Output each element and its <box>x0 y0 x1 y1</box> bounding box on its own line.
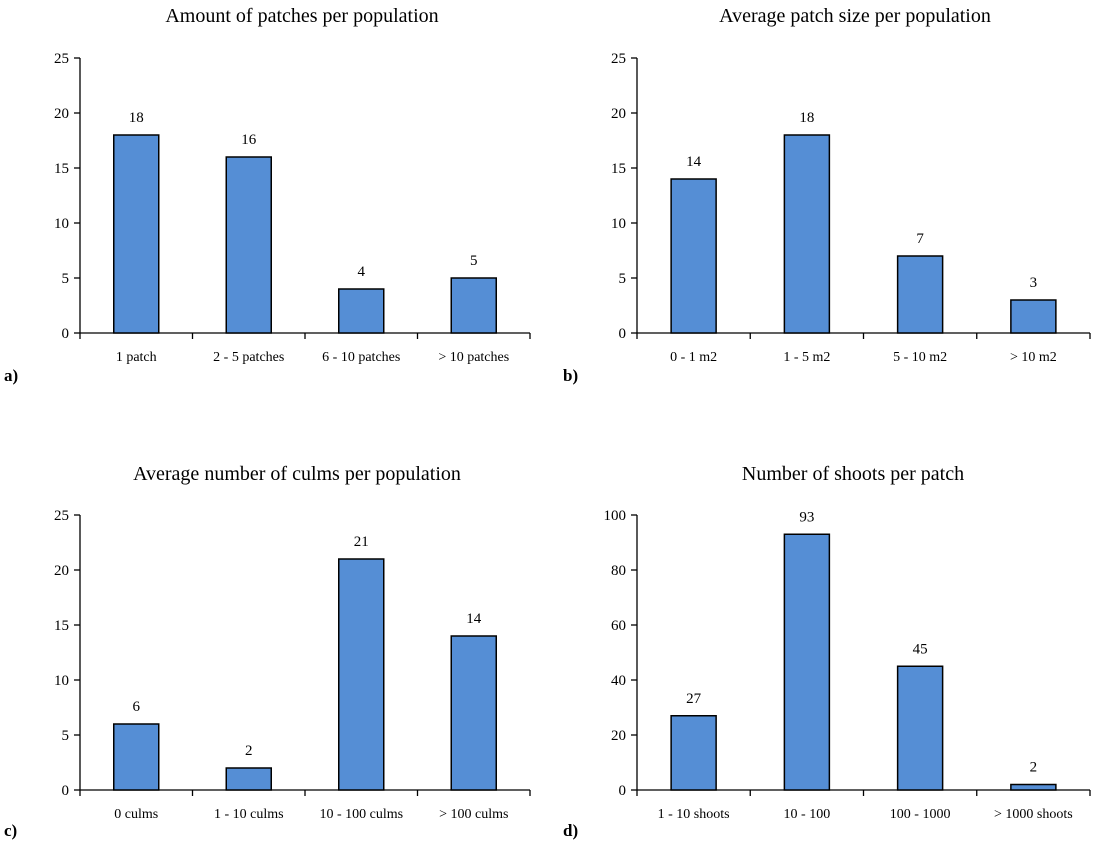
chart-panel-b: Average patch size per population b) 0 5 1… <box>563 5 1091 385</box>
y-tick-label: 0 <box>62 326 70 342</box>
data-label: 14 <box>466 611 482 627</box>
x-category-label: 100 - 1000 <box>890 807 951 822</box>
data-label: 4 <box>358 264 366 280</box>
y-tick-label: 40 <box>611 673 626 689</box>
y-tick-label: 15 <box>54 161 69 177</box>
data-label: 3 <box>1030 275 1038 291</box>
x-category-label: 1 - 5 m2 <box>783 350 830 365</box>
chart-panel-d: Number of shoots per patch d) 0 20 40 60 80 1… <box>563 463 1091 840</box>
bar-1 <box>670 178 717 334</box>
x-category-label: 5 - 10 m2 <box>893 350 947 365</box>
panel-label: c) <box>4 821 17 840</box>
data-label: 6 <box>133 699 141 715</box>
y-tick-label: 80 <box>611 563 626 579</box>
bar-4 <box>1010 299 1057 334</box>
panel-label: d) <box>563 821 578 840</box>
data-label: 16 <box>241 132 257 148</box>
y-tick-label: 20 <box>611 106 626 122</box>
y-tick-label: 15 <box>54 618 69 634</box>
x-category-label: 10 - 100 culms <box>319 807 403 822</box>
y-tick-label: 20 <box>54 563 69 579</box>
chart-title: Number of shoots per patch <box>742 463 964 485</box>
chart-title: Amount of patches per population <box>165 5 438 27</box>
x-category-label: 6 - 10 patches <box>322 350 400 365</box>
data-label: 18 <box>799 110 814 126</box>
bar-2 <box>783 134 831 334</box>
panel-label: a) <box>4 366 18 385</box>
data-label: 45 <box>913 641 928 657</box>
y-tick-label: 10 <box>611 216 626 232</box>
x-category-label: > 10 m2 <box>1010 350 1057 365</box>
y-tick-label: 20 <box>54 106 69 122</box>
bar-1 <box>113 723 160 791</box>
data-label: 27 <box>686 691 702 707</box>
y-tick-label: 0 <box>619 326 627 342</box>
data-label: 2 <box>245 743 253 759</box>
y-tick-label: 5 <box>619 271 627 287</box>
x-category-label: > 1000 shoots <box>994 807 1073 822</box>
y-tick-label: 10 <box>54 673 69 689</box>
plot-area: 0 5 10 15 20 25 14 0 - 1 m2 18 1 - 5 m2 7 5 - 10 m2… <box>611 51 1091 365</box>
y-tick-label: 60 <box>611 618 626 634</box>
x-category-label: 0 - 1 m2 <box>670 350 717 365</box>
data-label: 14 <box>686 154 702 170</box>
bar-3 <box>896 255 944 334</box>
data-label: 5 <box>470 253 478 269</box>
data-label: 18 <box>129 110 144 126</box>
x-category-label: > 100 culms <box>439 807 508 822</box>
x-category-label: 2 - 5 patches <box>213 350 284 365</box>
chart-title: Average patch size per population <box>719 5 991 27</box>
plot-area: 0 5 10 15 20 25 6 0 culms 2 1 - 10 culms 21 10 - 10… <box>54 508 531 822</box>
bar-1 <box>670 715 717 791</box>
x-category-label: 0 culms <box>114 807 158 822</box>
x-category-label: 10 - 100 <box>784 807 831 822</box>
y-tick-label: 20 <box>611 728 626 744</box>
chart-panel-a: Amount of patches per population a) 0 5 10… <box>4 5 531 385</box>
chart-title: Average number of culms per population <box>133 463 461 485</box>
data-label: 21 <box>354 534 369 550</box>
x-category-label: 1 patch <box>116 350 157 365</box>
data-label: 7 <box>916 231 924 247</box>
bar-1 <box>113 134 160 334</box>
bar-2 <box>783 533 831 791</box>
y-tick-label: 100 <box>604 508 627 524</box>
plot-area: 0 5 10 15 20 25 18 1 patch 16 2 - 5 patches 4 6 - 1… <box>54 51 531 365</box>
bar-4 <box>450 635 497 791</box>
bar-2 <box>225 767 272 791</box>
bar-3 <box>338 558 385 791</box>
bar-4 <box>1010 783 1057 791</box>
bar-4 <box>450 277 497 334</box>
x-category-label: > 10 patches <box>438 350 509 365</box>
data-label: 93 <box>799 509 814 525</box>
bar-3 <box>338 288 385 334</box>
y-tick-label: 25 <box>54 51 69 67</box>
y-tick-label: 5 <box>62 271 70 287</box>
y-tick-label: 25 <box>611 51 626 67</box>
plot-area: 0 20 40 60 80 100 27 1 - 10 shoots 93 10 - 100 45 1… <box>604 508 1091 822</box>
x-category-label: 1 - 10 shoots <box>658 807 730 822</box>
x-category-label: 1 - 10 culms <box>214 807 284 822</box>
y-tick-label: 10 <box>54 216 69 232</box>
y-tick-label: 25 <box>54 508 69 524</box>
y-tick-label: 0 <box>62 783 70 799</box>
bar-3 <box>896 665 944 791</box>
y-tick-label: 0 <box>619 783 627 799</box>
chart-panel-c: Average number of culms per population c… <box>4 463 531 840</box>
y-tick-label: 5 <box>62 728 70 744</box>
bar-2 <box>225 156 272 334</box>
y-tick-label: 15 <box>611 161 626 177</box>
data-label: 2 <box>1030 760 1038 776</box>
panel-label: b) <box>563 366 578 385</box>
